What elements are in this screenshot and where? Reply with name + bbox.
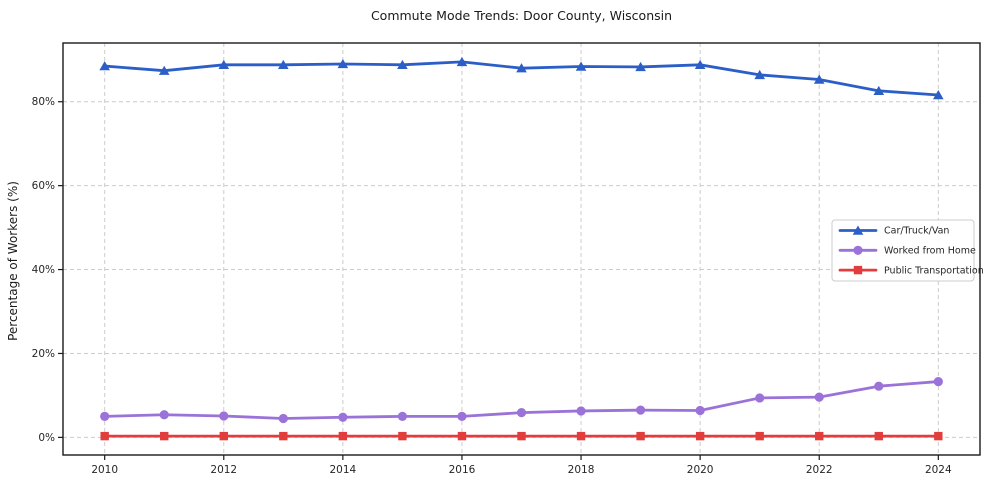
- legend-marker: [853, 265, 863, 275]
- marker-car-truck-van: [158, 65, 170, 75]
- marker-car-truck-van: [337, 58, 349, 69]
- x-tick-label: 2022: [806, 464, 833, 476]
- marker-worked-from-home: [159, 410, 169, 420]
- marker-car-truck-van: [397, 59, 408, 70]
- x-tick-label: 2024: [925, 464, 952, 476]
- legend-label: Car/Truck/Van: [884, 226, 949, 237]
- marker-car-truck-van: [456, 56, 468, 67]
- marker-public-transportation: [398, 431, 407, 441]
- marker-worked-from-home: [576, 406, 586, 416]
- marker-public-transportation: [457, 431, 467, 441]
- marker-public-transportation: [695, 431, 705, 441]
- marker-public-transportation: [874, 431, 883, 441]
- marker-public-transportation: [636, 431, 645, 441]
- legend-marker: [853, 245, 863, 255]
- marker-public-transportation: [517, 431, 526, 441]
- marker-car-truck-van: [933, 90, 944, 100]
- marker-car-truck-van: [575, 61, 587, 71]
- y-tick-label: 80%: [32, 96, 55, 108]
- marker-car-truck-van: [754, 69, 765, 80]
- x-tick-label: 2012: [210, 464, 237, 476]
- marker-public-transportation: [934, 431, 943, 441]
- y-tick-label: 40%: [32, 264, 55, 276]
- x-tick-label: 2016: [449, 464, 476, 476]
- marker-public-transportation: [219, 431, 228, 441]
- marker-car-truck-van: [278, 59, 289, 70]
- marker-public-transportation: [100, 431, 109, 441]
- marker-public-transportation: [755, 431, 764, 441]
- marker-car-truck-van: [694, 59, 706, 70]
- marker-worked-from-home: [635, 405, 646, 415]
- marker-public-transportation: [160, 431, 169, 441]
- marker-public-transportation: [815, 431, 824, 441]
- legend-marker: [852, 225, 864, 235]
- marker-worked-from-home: [695, 405, 705, 416]
- marker-car-truck-van: [813, 74, 825, 84]
- marker-worked-from-home: [397, 411, 408, 422]
- marker-car-truck-van: [218, 59, 230, 70]
- x-tick-label: 2018: [568, 464, 595, 476]
- legend-label: Worked from Home: [884, 246, 976, 257]
- legend-label: Public Transportation: [884, 265, 984, 276]
- y-axis-label: Percentage of Workers (%): [6, 181, 20, 341]
- marker-worked-from-home: [338, 412, 348, 422]
- x-tick-label: 2010: [91, 464, 118, 476]
- marker-car-truck-van: [516, 63, 527, 73]
- marker-worked-from-home: [755, 393, 765, 403]
- marker-public-transportation: [576, 431, 586, 441]
- x-tick-label: 2014: [329, 464, 356, 476]
- marker-worked-from-home: [219, 411, 229, 421]
- chart-title: Commute Mode Trends: Door County, Wiscon…: [370, 8, 673, 23]
- marker-car-truck-van: [873, 85, 885, 96]
- marker-public-transportation: [279, 431, 288, 441]
- marker-worked-from-home: [814, 392, 824, 402]
- marker-car-truck-van: [635, 61, 646, 72]
- marker-car-truck-van: [99, 61, 110, 71]
- marker-worked-from-home: [933, 376, 943, 387]
- plot-border: [62, 42, 981, 456]
- marker-worked-from-home: [100, 411, 110, 422]
- marker-worked-from-home: [278, 413, 288, 424]
- y-tick-label: 0%: [38, 432, 55, 444]
- marker-worked-from-home: [874, 381, 884, 391]
- marker-public-transportation: [338, 431, 348, 441]
- y-tick-label: 60%: [32, 180, 55, 192]
- x-tick-label: 2020: [687, 464, 714, 476]
- marker-worked-from-home: [457, 411, 467, 422]
- legend-box: [831, 219, 975, 282]
- y-tick-label: 20%: [32, 348, 55, 360]
- marker-worked-from-home: [516, 408, 527, 418]
